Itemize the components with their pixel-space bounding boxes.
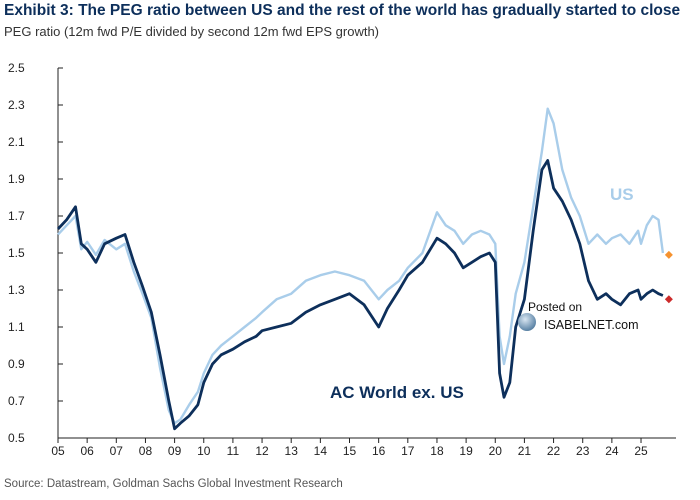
series-line-us	[57, 107, 665, 425]
x-tick-label: 11	[227, 444, 240, 458]
series-line-ac-world-ex-us	[56, 159, 664, 431]
y-tick-label: 1.9	[8, 172, 25, 186]
y-tick-label: 1.5	[8, 246, 25, 260]
y-tick-label: 0.7	[8, 394, 25, 408]
x-tick-label: 09	[168, 444, 182, 458]
x-tick-label: 18	[430, 444, 444, 458]
y-tick-label: 2.3	[8, 98, 25, 112]
y-tick-label: 2.1	[8, 135, 25, 149]
y-tick-label: 0.5	[8, 431, 25, 445]
end-marker-ac-world-ex-us	[664, 295, 673, 304]
series-label-us: US	[610, 185, 634, 204]
chart-title: Exhibit 3: The PEG ratio between US and …	[4, 2, 681, 19]
x-tick-label: 15	[343, 444, 357, 458]
x-tick-label: 20	[489, 444, 503, 458]
chart-subtitle: PEG ratio (12m fwd P/E divided by second…	[4, 24, 380, 39]
x-tick-label: 13	[285, 444, 299, 458]
isabelnet-logo-icon	[518, 313, 536, 331]
y-tick-label: 1.1	[8, 320, 25, 334]
x-tick-label: 22	[547, 444, 561, 458]
x-tick-label: 25	[634, 444, 648, 458]
y-tick-label: 1.7	[8, 209, 25, 223]
x-tick-label: 08	[139, 444, 153, 458]
end-marker-us	[664, 250, 673, 259]
x-tick-label: 07	[110, 444, 124, 458]
x-tick-label: 17	[401, 444, 415, 458]
x-tick-label: 19	[459, 444, 473, 458]
x-tick-label: 21	[518, 444, 532, 458]
watermark-isabelnet: ISABELNET.com	[544, 318, 639, 332]
y-tick-label: 1.3	[8, 283, 25, 297]
x-tick-label: 10	[197, 444, 211, 458]
x-tick-label: 23	[576, 444, 590, 458]
x-tick-label: 06	[80, 444, 94, 458]
watermark-posted-on: Posted on	[528, 300, 583, 314]
y-tick-label: 2.5	[8, 61, 25, 75]
x-tick-label: 24	[605, 444, 619, 458]
series-label-ac-world-ex-us: AC World ex. US	[330, 383, 464, 402]
source-note: Source: Datastream, Goldman Sachs Global…	[4, 478, 343, 490]
x-tick-label: 12	[255, 444, 269, 458]
x-tick-label: 16	[372, 444, 386, 458]
x-tick-label: 05	[51, 444, 65, 458]
y-tick-label: 0.9	[8, 357, 25, 371]
x-tick-label: 14	[314, 444, 328, 458]
